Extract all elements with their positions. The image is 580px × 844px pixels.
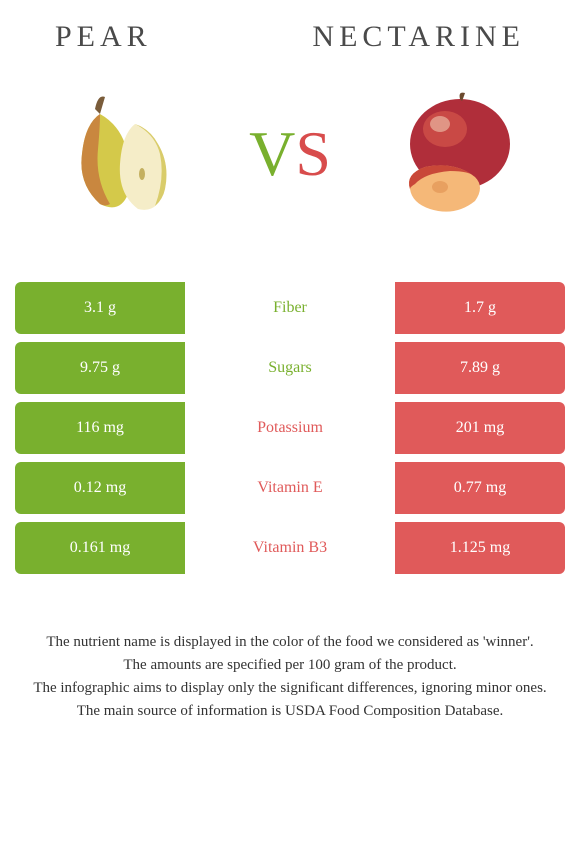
pear-icon — [45, 79, 205, 229]
right-title: Nectarine — [312, 20, 525, 54]
right-value: 1.125 mg — [395, 522, 565, 574]
table-row: 116 mgPotassium201 mg — [15, 402, 565, 454]
footnote-line: The nutrient name is displayed in the co… — [25, 632, 555, 653]
nutrient-label: Potassium — [185, 402, 395, 454]
right-value: 201 mg — [395, 402, 565, 454]
comparison-table: 3.1 gFiber1.7 g 9.75 gSugars7.89 g 116 mgP… — [15, 274, 565, 582]
left-title: Pear — [55, 20, 152, 54]
left-value: 9.75 g — [15, 342, 185, 394]
nutrient-label: Fiber — [185, 282, 395, 334]
left-value: 0.161 mg — [15, 522, 185, 574]
table-row: 9.75 gSugars7.89 g — [15, 342, 565, 394]
footnote-line: The amounts are specified per 100 gram o… — [25, 655, 555, 676]
vs-v: V — [249, 118, 295, 189]
footnote-line: The main source of information is USDA F… — [25, 701, 555, 722]
right-value: 7.89 g — [395, 342, 565, 394]
footnotes: The nutrient name is displayed in the co… — [15, 632, 565, 722]
table-row: 0.12 mgVitamin E0.77 mg — [15, 462, 565, 514]
nutrient-label: Sugars — [185, 342, 395, 394]
footnote-line: The infographic aims to display only the… — [25, 678, 555, 699]
nutrient-label: Vitamin B3 — [185, 522, 395, 574]
right-value: 0.77 mg — [395, 462, 565, 514]
table-row: 0.161 mgVitamin B31.125 mg — [15, 522, 565, 574]
left-value: 0.12 mg — [15, 462, 185, 514]
nectarine-icon — [375, 79, 535, 229]
table-row: 3.1 gFiber1.7 g — [15, 282, 565, 334]
images-row: VS — [15, 74, 565, 234]
header: Pear Nectarine — [15, 20, 565, 54]
right-value: 1.7 g — [395, 282, 565, 334]
nutrient-label: Vitamin E — [185, 462, 395, 514]
vs-label: VS — [249, 117, 331, 191]
left-value: 116 mg — [15, 402, 185, 454]
vs-s: S — [295, 118, 331, 189]
left-value: 3.1 g — [15, 282, 185, 334]
